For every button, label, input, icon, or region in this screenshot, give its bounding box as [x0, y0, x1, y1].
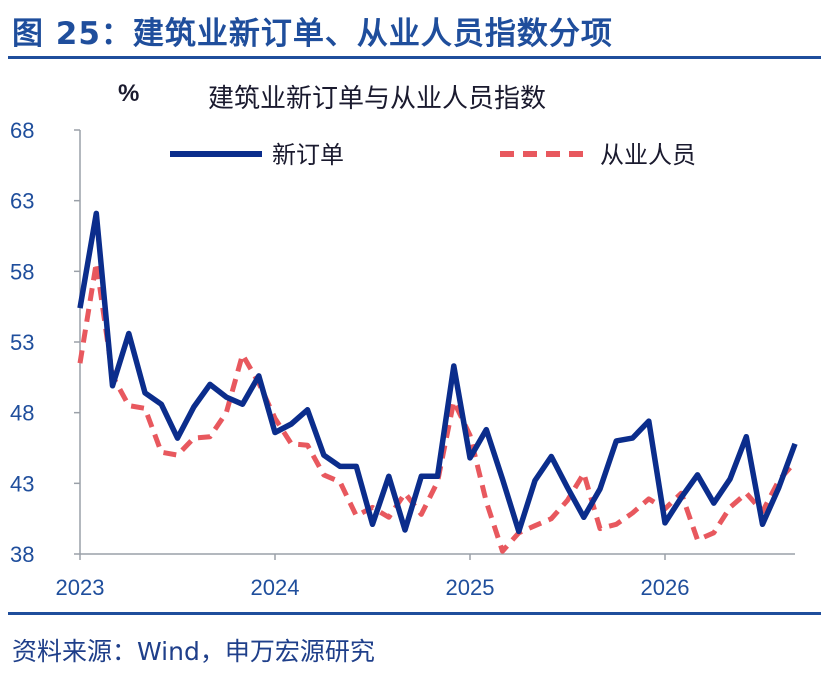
source-divider [8, 612, 821, 615]
y-tick-label: 58 [10, 259, 34, 284]
x-tick-label: 2025 [446, 575, 495, 600]
x-axis: 2023 2024 2025 2026 [56, 553, 795, 600]
legend-label-new-orders: 新订单 [272, 141, 344, 169]
series-line-employment [77, 260, 797, 554]
y-tick-label: 53 [10, 330, 34, 355]
y-tick-label: 48 [10, 401, 34, 426]
x-tick-label: 2024 [251, 575, 300, 600]
title-divider [8, 56, 821, 59]
y-axis: 68 63 58 53 48 43 38 [10, 118, 81, 567]
legend-label-employment: 从业人员 [600, 141, 696, 169]
y-tick-label: 68 [10, 118, 34, 143]
y-unit-label: % [118, 80, 139, 107]
y-tick-label: 43 [10, 471, 34, 496]
series-layer [77, 210, 798, 554]
y-tick-label: 63 [10, 189, 34, 214]
y-tick-label: 38 [10, 542, 34, 567]
legend: 新订单 从业人员 [170, 141, 696, 169]
x-tick-label: 2026 [641, 575, 690, 600]
chart-title: 建筑业新订单与从业人员指数 [208, 84, 546, 114]
source-note: 资料来源：Wind，申万宏源研究 [12, 637, 375, 666]
line-chart: % 建筑业新订单与从业人员指数 新订单 从业人员 68635853484338 … [10, 80, 798, 600]
figure-title: 图 25：建筑业新订单、从业人员指数分项 [12, 16, 613, 52]
x-tick-label: 2023 [56, 575, 105, 600]
series-line-new-orders [77, 210, 798, 535]
